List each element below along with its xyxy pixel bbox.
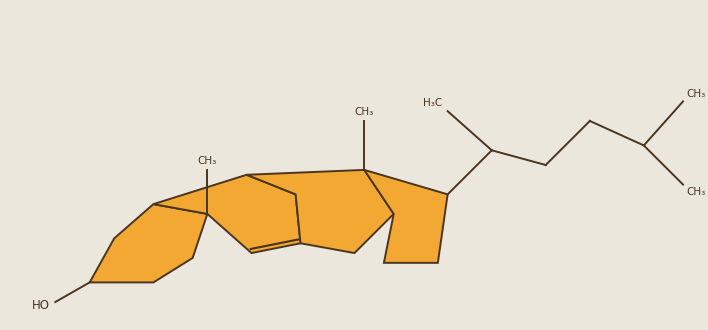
Polygon shape <box>246 170 394 253</box>
Text: H₃C: H₃C <box>423 98 442 109</box>
Text: CH₃: CH₃ <box>198 156 217 166</box>
Polygon shape <box>90 204 207 282</box>
Text: CH₃: CH₃ <box>687 187 706 197</box>
Text: HO: HO <box>32 299 50 312</box>
Text: CH₃: CH₃ <box>687 89 706 99</box>
Polygon shape <box>365 170 447 263</box>
Polygon shape <box>154 175 300 253</box>
Text: CH₃: CH₃ <box>355 107 374 117</box>
